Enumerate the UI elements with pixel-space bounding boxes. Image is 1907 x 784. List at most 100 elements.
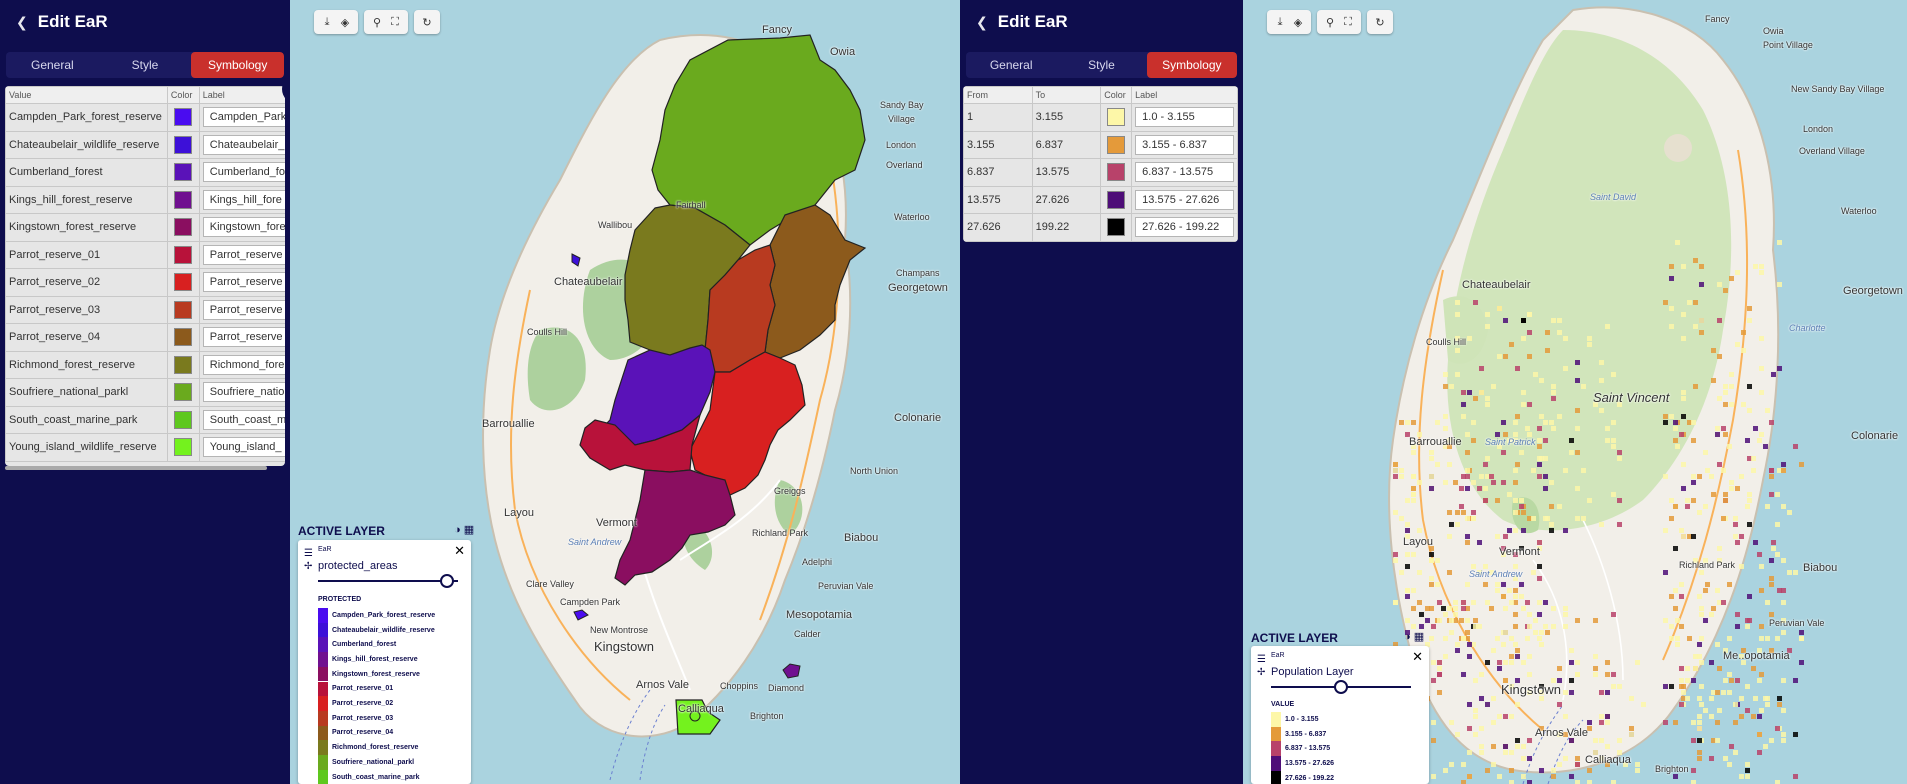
tab-symbology[interactable]: Symbology [1146, 52, 1237, 78]
tab-style[interactable]: Style [131, 58, 159, 72]
population-cell [1685, 678, 1690, 683]
population-cell [1727, 636, 1732, 641]
label-input[interactable]: Soufriere_natio [202, 382, 285, 403]
population-cell [1495, 582, 1500, 587]
population-cell [1685, 498, 1690, 503]
population-cell [1605, 762, 1610, 767]
menu-icon[interactable]: ☰ [1257, 654, 1266, 665]
label-input[interactable]: Parrot_reserve [202, 272, 285, 293]
population-cell [1431, 738, 1436, 743]
table-row: Young_island_wildlife_reserve Young_islan… [5, 433, 285, 462]
color-swatch[interactable] [174, 355, 193, 374]
label-input[interactable]: Richmond_fore [202, 354, 285, 375]
left-map[interactable]: ⤓ ◈ ⚲ ⛶ ↻ Fancy Owia Sandy Bay Village L… [290, 0, 960, 784]
fullscreen-icon[interactable]: ⛶ [1344, 15, 1352, 28]
color-swatch[interactable] [1107, 108, 1126, 127]
drag-handle-icon[interactable]: ✢ [1257, 667, 1266, 678]
population-cell [1411, 498, 1416, 503]
label-input[interactable]: 6.837 - 13.575 [1135, 162, 1234, 183]
label-input[interactable]: Cumberland_fo [202, 162, 285, 183]
menu-icon[interactable]: ☰ [304, 548, 313, 559]
population-cell [1717, 546, 1722, 551]
label-input[interactable]: Young_island_ [202, 437, 285, 458]
label-input[interactable]: 13.575 - 27.626 [1135, 189, 1234, 210]
close-icon[interactable]: ✕ [454, 543, 465, 558]
tab-general[interactable]: General [989, 58, 1033, 72]
fullscreen-icon[interactable]: ⛶ [391, 15, 399, 28]
tab-symbology[interactable]: Symbology [191, 52, 284, 78]
label-input[interactable]: Campden_Park [202, 107, 285, 128]
population-cell [1465, 618, 1470, 623]
value-cell: Chateaubelair_wildlife_reserve [5, 130, 168, 159]
opacity-slider[interactable] [1271, 680, 1411, 694]
label-input[interactable]: Parrot_reserve [202, 244, 285, 265]
right-map[interactable]: ⤓ ◈ ⚲ ⛶ ↻ Fancy Owia Point Village New S… [1243, 0, 1907, 784]
color-swatch[interactable] [174, 135, 193, 154]
color-swatch[interactable] [1107, 163, 1126, 182]
population-cell [1663, 528, 1668, 533]
population-cell [1537, 546, 1542, 551]
label-input[interactable]: 27.626 - 199.22 [1135, 217, 1234, 238]
population-cell [1473, 678, 1478, 683]
opacity-slider-knob[interactable] [439, 574, 454, 588]
opacity-slider-knob[interactable] [1334, 680, 1348, 694]
population-cell [1575, 660, 1580, 665]
color-swatch[interactable] [174, 328, 193, 347]
tab-style[interactable]: Style [1088, 58, 1115, 72]
population-cell [1429, 474, 1434, 479]
refresh-icon[interactable]: ↻ [422, 16, 432, 29]
layers-icon[interactable]: ◈ [1293, 16, 1303, 29]
color-swatch[interactable] [174, 383, 193, 402]
download-icon[interactable]: ⤓ [324, 15, 330, 28]
population-cell [1527, 624, 1532, 629]
population-cell [1673, 438, 1678, 443]
label-input[interactable]: Chateaubelair_ [202, 134, 285, 155]
back-chevron-icon[interactable]: ❮ [976, 13, 988, 30]
color-swatch[interactable] [1107, 190, 1126, 209]
download-icon[interactable]: ⤓ [1277, 15, 1283, 28]
color-swatch[interactable] [174, 163, 193, 182]
color-swatch[interactable] [174, 300, 193, 319]
population-cell [1435, 462, 1440, 467]
color-swatch[interactable] [174, 245, 193, 264]
label-input[interactable]: Kingstown_fore [202, 217, 285, 238]
label-input[interactable]: Parrot_reserve [202, 327, 285, 348]
population-cell [1763, 744, 1768, 749]
color-swatch[interactable] [174, 410, 193, 429]
color-swatch[interactable] [174, 218, 193, 237]
population-cell [1723, 756, 1728, 761]
label-input[interactable]: South_coast_m [202, 409, 285, 430]
back-chevron-icon[interactable]: ❮ [16, 13, 28, 30]
label-input[interactable]: Parrot_reserve [202, 299, 285, 320]
label-input[interactable]: 3.155 - 6.837 [1135, 134, 1234, 155]
contrast-icon[interactable]: ◑ [454, 524, 461, 536]
color-swatch[interactable] [174, 273, 193, 292]
location-pin-icon[interactable]: ⚲ [1325, 16, 1335, 29]
close-icon[interactable]: ✕ [1412, 649, 1423, 664]
population-cell [1745, 618, 1750, 623]
population-cell [1521, 774, 1526, 779]
layers-icon[interactable]: ◈ [340, 16, 350, 29]
population-cell [1501, 420, 1506, 425]
color-swatch[interactable] [1107, 218, 1126, 237]
label-input[interactable]: Kings_hill_fore [202, 189, 285, 210]
label-input[interactable]: 1.0 - 3.155 [1135, 107, 1234, 128]
color-swatch[interactable] [174, 108, 193, 127]
right-sidebar: ❮ Edit EaR General Style Symbology From … [960, 0, 1243, 784]
drag-handle-icon[interactable]: ✢ [304, 561, 313, 572]
tab-general[interactable]: General [30, 58, 74, 72]
refresh-icon[interactable]: ↻ [1375, 16, 1385, 29]
color-swatch[interactable] [174, 190, 193, 209]
table-row: 6.837 13.575 6.837 - 13.575 [963, 158, 1238, 187]
population-cell [1543, 600, 1548, 605]
color-swatch[interactable] [174, 438, 193, 457]
location-pin-icon[interactable]: ⚲ [372, 16, 382, 29]
population-cell [1443, 372, 1448, 377]
population-cell [1587, 720, 1592, 725]
color-swatch[interactable] [1107, 135, 1126, 154]
contrast-icon[interactable]: ◑ [1404, 631, 1411, 643]
opacity-slider[interactable] [318, 574, 458, 588]
horizontal-scrollbar[interactable] [5, 466, 267, 470]
grid-icon[interactable]: ▦ [1413, 631, 1425, 643]
grid-icon[interactable]: ▦ [463, 524, 475, 536]
